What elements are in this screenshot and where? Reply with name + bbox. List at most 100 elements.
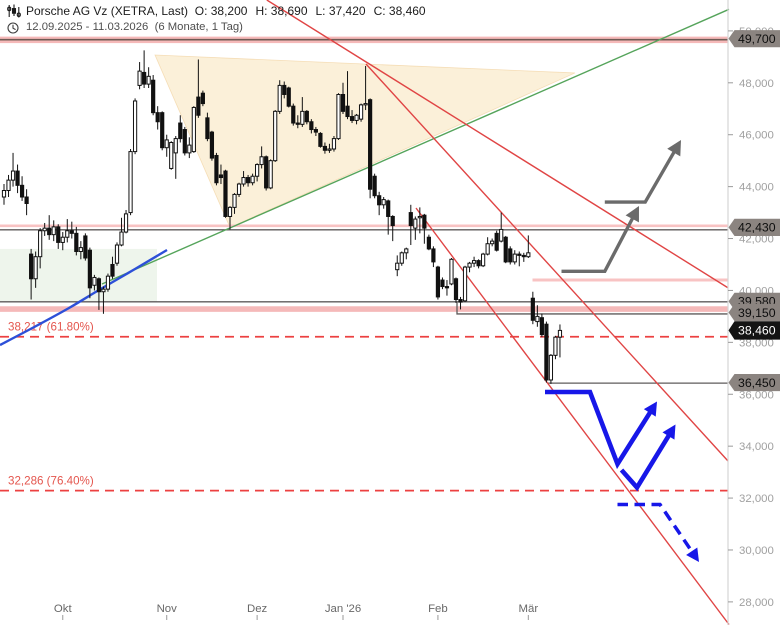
triangle-pattern-shading xyxy=(155,55,575,227)
candle-2025-10-15 xyxy=(106,276,109,289)
candle-2025-11-13 xyxy=(201,93,204,103)
candle-2026-02-16 xyxy=(482,254,485,266)
candle-2025-09-16 xyxy=(11,171,14,180)
candle-2025-10-31 xyxy=(161,113,164,148)
candle-2026-02-04 xyxy=(445,287,448,288)
candle-2025-09-25 xyxy=(43,228,46,231)
candle-2026-02-25 xyxy=(513,254,516,262)
candle-2026-01-20 xyxy=(396,263,399,269)
candle-2025-10-29 xyxy=(152,80,155,112)
candle-2025-11-20 xyxy=(224,171,227,216)
candle-2025-10-24 xyxy=(138,71,141,85)
candle-2025-11-24 xyxy=(233,194,236,207)
candle-2025-10-06 xyxy=(75,233,78,251)
candle-2025-11-11 xyxy=(192,107,195,151)
close-label: C: xyxy=(374,4,386,18)
candle-2025-10-16 xyxy=(111,264,114,276)
candle-2026-02-11 xyxy=(468,263,471,267)
candle-2025-09-26 xyxy=(48,228,51,234)
candle-2026-02-23 xyxy=(504,237,507,262)
candle-2025-10-01 xyxy=(61,237,64,242)
high-label: H: xyxy=(255,4,267,18)
candle-2026-02-20 xyxy=(500,229,503,241)
x-tick-label: Jan '26 xyxy=(325,603,361,615)
candle-2025-10-14 xyxy=(102,289,105,292)
candle-2026-02-02 xyxy=(436,267,439,297)
candle-2025-12-10 xyxy=(287,88,290,106)
candle-2025-10-30 xyxy=(156,113,159,122)
candle-2026-03-04 xyxy=(536,316,539,321)
candle-2026-01-22 xyxy=(405,249,408,253)
candle-2026-01-26 xyxy=(414,219,417,228)
open-value: 38,200 xyxy=(211,4,248,18)
candle-2025-10-07 xyxy=(79,248,82,252)
candle-2026-01-07 xyxy=(355,115,358,120)
candle-2025-12-17 xyxy=(310,122,313,130)
high-value: 38,690 xyxy=(271,4,308,18)
y-tick-label: 28,000 xyxy=(739,597,774,609)
candle-2026-01-14 xyxy=(378,196,381,205)
ohlc-high: H: 38,690 xyxy=(255,4,307,18)
candle-2026-02-17 xyxy=(486,244,489,254)
x-tick-label: Okt xyxy=(54,603,73,615)
candle-2026-02-12 xyxy=(472,261,475,264)
candle-2026-02-03 xyxy=(441,280,444,286)
candle-2026-02-18 xyxy=(491,241,494,244)
candle-2025-09-23 xyxy=(34,257,37,279)
candle-2025-12-05 xyxy=(274,111,277,160)
candle-2025-10-27 xyxy=(143,72,146,84)
candle-2025-11-21 xyxy=(228,207,231,216)
candle-2025-11-28 xyxy=(251,176,254,182)
candle-2026-02-19 xyxy=(495,233,498,250)
ohlc-close: C: 38,460 xyxy=(374,4,426,18)
candle-2025-11-18 xyxy=(215,155,218,182)
candle-2026-03-05 xyxy=(540,318,543,335)
candle-2026-01-21 xyxy=(400,253,403,263)
price-badge-label: 39,150 xyxy=(738,306,776,320)
blue-scenario-arrow-0 xyxy=(545,392,652,464)
x-tick-label: Mär xyxy=(519,603,539,615)
candle-2026-01-16 xyxy=(387,201,390,217)
candle-2025-10-28 xyxy=(147,76,150,84)
candle-2025-09-19 xyxy=(25,197,28,203)
candle-2026-01-29 xyxy=(427,237,430,249)
candle-2025-12-16 xyxy=(305,111,308,121)
candle-2025-09-24 xyxy=(39,231,42,257)
candle-2025-11-19 xyxy=(219,175,222,178)
candle-2025-12-12 xyxy=(296,123,299,124)
ohlc-open: O: 38,200 xyxy=(195,4,248,18)
candle-2025-12-01 xyxy=(256,165,259,177)
low-value: 37,420 xyxy=(329,4,366,18)
red-downtrend-line-1 xyxy=(366,64,728,461)
candle-2026-02-06 xyxy=(454,279,457,300)
candle-2026-03-03 xyxy=(531,298,534,320)
candle-2025-11-27 xyxy=(246,178,249,183)
candle-2025-12-30 xyxy=(337,94,340,138)
candle-2025-12-09 xyxy=(283,85,286,94)
candle-2026-01-08 xyxy=(359,105,362,119)
candle-2026-01-27 xyxy=(418,216,421,217)
y-tick-label: 46,000 xyxy=(739,130,774,142)
x-tick-label: Nov xyxy=(157,603,178,615)
candle-2026-03-06 xyxy=(545,324,548,380)
interval-value: (6 Monate, 1 Tag) xyxy=(155,21,243,33)
candle-2026-02-26 xyxy=(518,254,521,255)
candle-2025-09-18 xyxy=(20,185,23,197)
candle-2026-02-27 xyxy=(522,255,525,256)
candle-2025-12-22 xyxy=(323,146,326,150)
candle-2026-02-24 xyxy=(509,249,512,262)
candle-2026-03-02 xyxy=(527,253,530,257)
candle-2026-01-13 xyxy=(373,176,376,195)
candle-2025-10-20 xyxy=(120,232,123,245)
candle-2025-12-08 xyxy=(278,85,281,111)
candle-2025-12-19 xyxy=(319,133,322,146)
candle-2025-09-30 xyxy=(57,227,60,243)
candle-2026-01-06 xyxy=(350,117,353,121)
candle-2026-01-19 xyxy=(391,216,394,225)
candle-2026-02-05 xyxy=(450,259,453,284)
candle-2025-10-09 xyxy=(88,250,91,288)
clock-icon xyxy=(7,21,19,39)
candle-2026-01-28 xyxy=(423,215,426,228)
x-tick-label: Feb xyxy=(428,603,448,615)
